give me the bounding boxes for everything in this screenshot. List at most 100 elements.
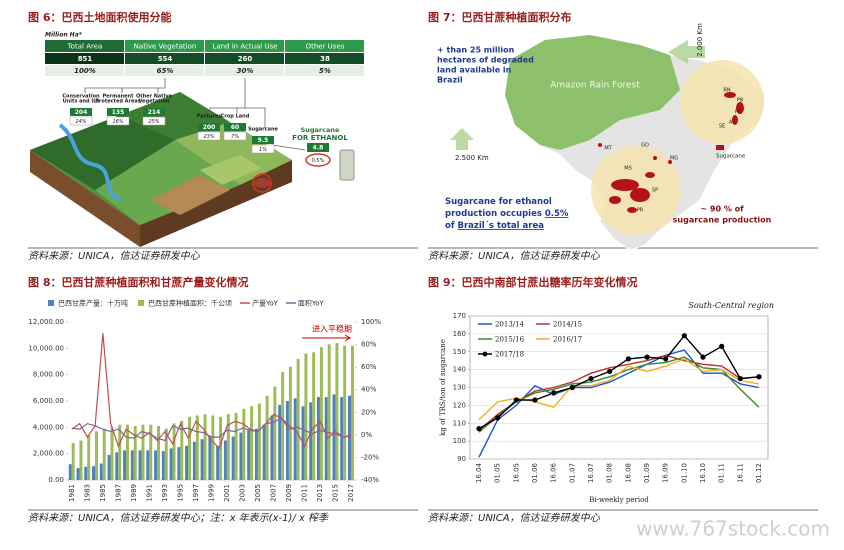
box-label: Pastures	[197, 114, 222, 120]
box-share: 23%	[203, 134, 214, 140]
bar	[71, 443, 75, 480]
line-series	[478, 349, 760, 458]
bar	[118, 424, 122, 480]
x-tick-label: 16.07	[587, 463, 595, 483]
point	[513, 397, 519, 403]
brazil-map	[450, 34, 766, 251]
point	[719, 343, 725, 349]
box-label: Conservation	[62, 94, 100, 100]
y2-tick-label: 0%	[361, 431, 372, 439]
line-series	[478, 334, 760, 430]
line-series	[478, 358, 760, 421]
figure-caption: 图 6：巴西土地面积使用分能	[28, 10, 171, 24]
bar	[293, 398, 297, 480]
state-label: PE	[735, 110, 741, 116]
map-note-part: Brazil´s total area	[458, 220, 545, 231]
y2-tick-label: 60%	[361, 363, 377, 371]
box-value-bg	[198, 123, 220, 131]
state-label: MG	[670, 156, 678, 162]
bar	[107, 454, 111, 480]
point	[551, 390, 557, 396]
table-header-cell	[205, 40, 284, 52]
figure-source: 资料来源：UNICA，信达证券研发中心	[428, 250, 601, 262]
legend-label: 2015/16	[495, 336, 525, 344]
y-tick-label: 0.00	[48, 476, 64, 484]
x-tick-label: 01.05	[494, 463, 502, 483]
table-value: 851	[78, 55, 93, 63]
map-note: sugarcane production	[673, 216, 772, 225]
distance: 2.000 Km	[696, 23, 704, 57]
map-note-part: production occupies	[445, 209, 545, 219]
bar	[130, 450, 134, 480]
x-tick-label: 2009	[285, 484, 293, 502]
x-tick-label: 1987	[114, 484, 122, 502]
x-tick-label: 16.04	[475, 462, 483, 483]
bar	[296, 358, 300, 480]
box-value-bg	[224, 123, 246, 131]
bar	[231, 436, 235, 480]
map-note-part: of	[445, 221, 458, 231]
table-cell	[205, 53, 284, 64]
bar	[234, 412, 238, 480]
ethanol-share: 0.5%	[312, 158, 325, 164]
x-tick-label: 2017	[347, 484, 355, 502]
landscape	[30, 92, 292, 247]
x-tick-label: 16.05	[512, 463, 520, 483]
point	[644, 354, 650, 360]
figure-source: 资料来源：UNICA，信达证券研发中心；注：x 年表示(x-1)/ x 榨季	[28, 512, 330, 524]
box-value: 200	[203, 124, 216, 131]
map-note: ~ 90 % of	[700, 205, 744, 214]
bar	[177, 447, 181, 480]
box-share-bg	[251, 144, 275, 154]
y2-tick-label: 80%	[361, 341, 377, 349]
connector	[84, 78, 306, 151]
box-value: 214	[148, 109, 161, 116]
bar	[262, 424, 266, 480]
annotation-arrow	[302, 334, 351, 342]
bar	[133, 426, 137, 480]
y-tick-label: 130	[453, 384, 466, 392]
table-value: 260	[238, 55, 253, 63]
bar	[226, 414, 230, 480]
bar	[304, 353, 308, 480]
table-header-cell	[285, 40, 364, 52]
bar	[79, 440, 83, 480]
y-tick-label: 90	[457, 455, 466, 463]
figure-caption: 图 8：巴西甘蔗种植面积和甘蔗产量变化情况	[28, 275, 248, 289]
table-header: Land in Actual Use	[212, 43, 277, 51]
bar	[195, 415, 199, 480]
bar	[68, 464, 72, 480]
state-label: MT	[604, 146, 612, 152]
box-share: 7%	[231, 134, 239, 140]
figure-caption: 图 7：巴西甘蔗种植面积分布	[428, 10, 571, 24]
bar	[288, 366, 292, 480]
y2-tick-label: 40%	[361, 386, 377, 394]
ethanol-label: Sugarcane	[301, 126, 340, 134]
bar	[348, 395, 351, 480]
box-value: 9.5	[258, 137, 269, 144]
bar	[123, 450, 127, 480]
state-label: SP	[652, 188, 658, 194]
x-tick-label: 1983	[83, 484, 91, 502]
state-label: PR	[637, 208, 644, 214]
box-share: 25%	[148, 119, 159, 125]
point	[663, 356, 669, 362]
map-note-part: 0.5%	[545, 209, 569, 219]
bar	[219, 416, 223, 480]
bar	[84, 466, 88, 480]
table-value: 554	[158, 55, 173, 63]
state-label: SE	[719, 124, 725, 130]
y-tick-label: 110	[453, 419, 466, 427]
y2-tick-label: -20%	[361, 453, 379, 461]
point	[495, 415, 501, 421]
y2-tick-label: 100%	[361, 318, 381, 326]
bar	[115, 452, 119, 480]
figure-source: 资料来源：UNICA，信达证券研发中心	[28, 250, 201, 262]
fuel-pump	[339, 149, 355, 181]
x-tick-label: 2007	[270, 484, 278, 502]
x-tick-label: 16.10	[699, 463, 707, 483]
bar	[340, 397, 344, 480]
x-tick-label: 2001	[223, 484, 231, 502]
x-tick-label: 01.09	[643, 463, 651, 483]
